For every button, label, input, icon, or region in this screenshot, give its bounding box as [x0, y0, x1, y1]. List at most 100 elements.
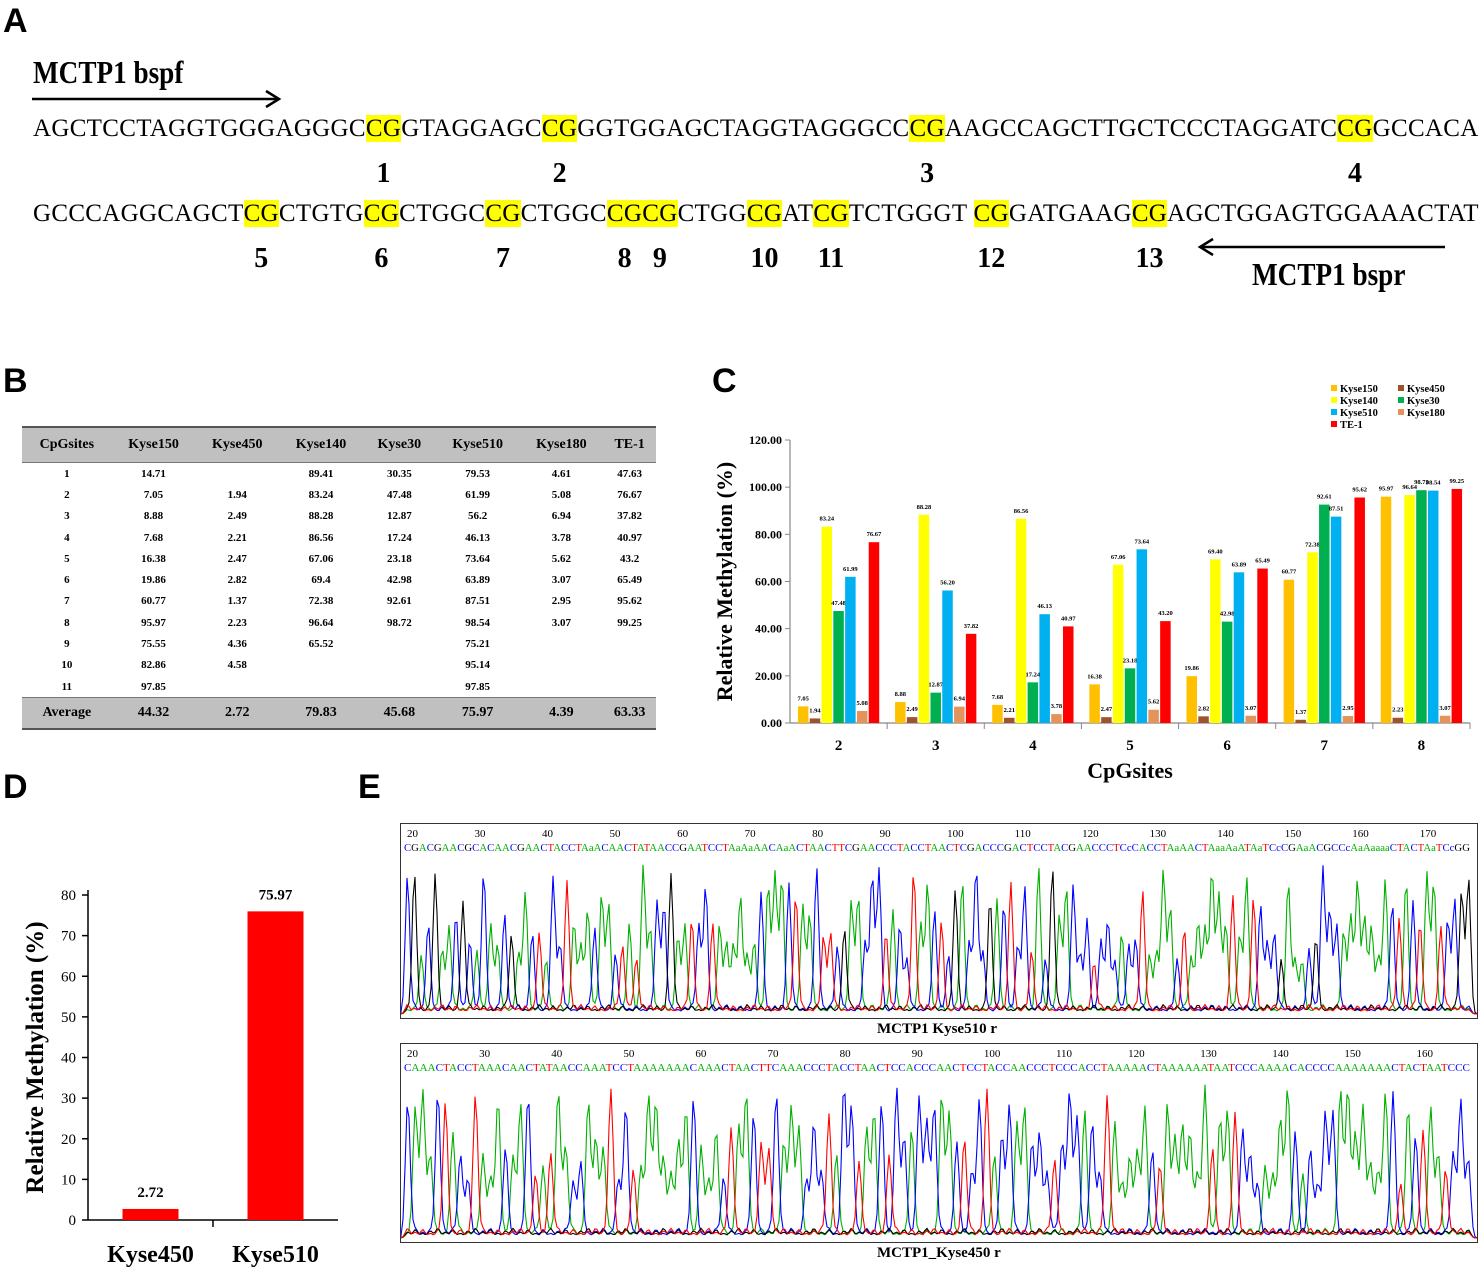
data-label: 5.08	[856, 700, 868, 707]
position-label: 100	[984, 1048, 1001, 1060]
panel-label-c: C	[712, 362, 737, 400]
y-tick-label: 40	[61, 1051, 76, 1067]
data-label: 99.25	[1450, 478, 1465, 485]
bar-kyse30	[1416, 490, 1427, 723]
table-cell: 56.2	[468, 510, 488, 523]
sequence-segment: AAGCCAGCTTGCTCCCTAGGATC	[944, 115, 1338, 142]
bar-kyse450	[122, 1208, 179, 1220]
table-cell: 6.94	[551, 510, 572, 523]
position-label: 140	[1217, 828, 1234, 840]
bar-kyse180	[1051, 714, 1062, 723]
data-label: 88.28	[917, 504, 932, 511]
bar-kyse510	[845, 576, 856, 723]
table-cell: 12.87	[386, 510, 412, 523]
position-label: 20	[407, 1048, 419, 1060]
bar-kyse510	[1136, 549, 1148, 723]
table-cell: 2.21	[227, 531, 247, 544]
table-row: 10 82.86 4.58 95.14	[22, 655, 656, 676]
position-label: 130	[1150, 828, 1167, 840]
cpg-site-number: 13	[1135, 243, 1164, 274]
bar-kyse150	[895, 702, 906, 723]
bar-kyse510	[1330, 516, 1342, 723]
table-cell: 65.52	[308, 638, 334, 651]
data-label: 7.05	[797, 695, 809, 702]
position-label: 80	[812, 828, 824, 840]
table-header-cell: TE-1	[603, 426, 656, 463]
sequence-segment: AGCTCCTAGGTGGGAGGGC	[33, 115, 366, 142]
bar-kyse450	[906, 717, 918, 723]
cpg-highlight: CG	[746, 200, 783, 227]
data-label: 87.51	[1329, 506, 1344, 513]
table-cell: 95.14	[465, 659, 491, 672]
table-cell: 43.2	[620, 552, 640, 565]
position-label: 100	[947, 828, 964, 840]
table-cell: 72.38	[308, 595, 334, 608]
bar-kyse450	[1198, 716, 1209, 723]
data-label: 2.49	[906, 706, 918, 713]
legend-label: Kyse140	[1340, 396, 1378, 407]
y-tick-label: 20.00	[755, 669, 782, 683]
data-label: 3.78	[1051, 703, 1063, 710]
data-label: 17.24	[1026, 671, 1041, 678]
x-tick-label: 6	[1223, 738, 1231, 754]
data-label: 40.97	[1061, 615, 1076, 622]
x-tick-label: Kyse510	[232, 1242, 319, 1268]
y-tick-label: 70	[61, 929, 76, 945]
y-tick-label: 80	[61, 888, 76, 904]
position-label: 120	[1082, 828, 1099, 840]
bar-kyse450	[809, 718, 821, 723]
data-label: 6.94	[954, 696, 966, 703]
legend-swatch	[1331, 421, 1337, 427]
table-row: 8 95.97 2.23 96.64 98.72 98.54 3.07 99.25	[22, 612, 656, 633]
bar-kyse30	[833, 611, 844, 723]
table-row: 7 60.77 1.37 72.38 92.61 87.51 2.95 95.62	[22, 591, 656, 612]
table-cell: 67.06	[308, 552, 334, 565]
table-average-cell: 63.33	[603, 697, 656, 731]
legend-swatch	[1398, 385, 1404, 391]
table-cell: 98.72	[386, 616, 412, 629]
forward-primer-arrow	[32, 89, 282, 109]
position-label: 110	[1056, 1048, 1073, 1060]
table-cell: 4.61	[551, 467, 572, 480]
data-label: 75.97	[259, 887, 293, 903]
y-tick-label: 0.00	[761, 716, 782, 730]
cpg-highlight: CG	[1131, 200, 1168, 227]
bar-kyse140	[1015, 518, 1027, 723]
table-cell: 1.94	[227, 488, 247, 501]
table-row: 9 75.55 4.36 65.52 75.21	[22, 633, 656, 654]
table-cell	[279, 676, 363, 698]
data-label: 8.88	[895, 691, 907, 698]
panel-label-e: E	[358, 768, 381, 806]
table-cell	[195, 463, 279, 485]
table-cell: 17.24	[386, 531, 412, 544]
table-cell: 11	[61, 680, 73, 693]
y-tick-label: 0	[69, 1213, 77, 1229]
position-label: 40	[551, 1048, 563, 1060]
data-label: 2.82	[1198, 705, 1209, 712]
y-tick-label: 40.00	[755, 622, 782, 636]
bar-te-1	[1354, 497, 1365, 723]
position-label: 80	[840, 1048, 852, 1060]
bar-kyse450	[1295, 719, 1306, 723]
cpg-highlight: CG	[243, 200, 279, 227]
table-average-cell: 2.72	[195, 697, 280, 731]
legend-swatch	[1398, 409, 1404, 415]
y-axis-title: Relative Methylation (%)	[712, 462, 737, 702]
table-cell: 2.23	[227, 616, 247, 629]
trace-t	[401, 877, 1477, 1015]
data-label: 69.40	[1208, 548, 1223, 555]
data-label: 37.82	[964, 623, 979, 630]
table-cell: 7.68	[143, 531, 164, 544]
legend-swatch	[1398, 397, 1404, 403]
bar-kyse150	[1380, 496, 1392, 723]
table-header-cell: Kyse140	[279, 426, 363, 463]
table-cell: 47.63	[617, 467, 642, 480]
table-cell: 5.62	[551, 552, 572, 565]
table-average-cell: 75.97	[435, 697, 520, 731]
table-cell: 97.85	[465, 680, 491, 693]
position-label: 50	[610, 828, 622, 840]
sequence-segment: CTGG	[677, 200, 747, 227]
cpg-highlight: CGCG	[606, 200, 678, 227]
legend-swatch	[1331, 385, 1337, 391]
bar-kyse450	[1004, 717, 1015, 723]
